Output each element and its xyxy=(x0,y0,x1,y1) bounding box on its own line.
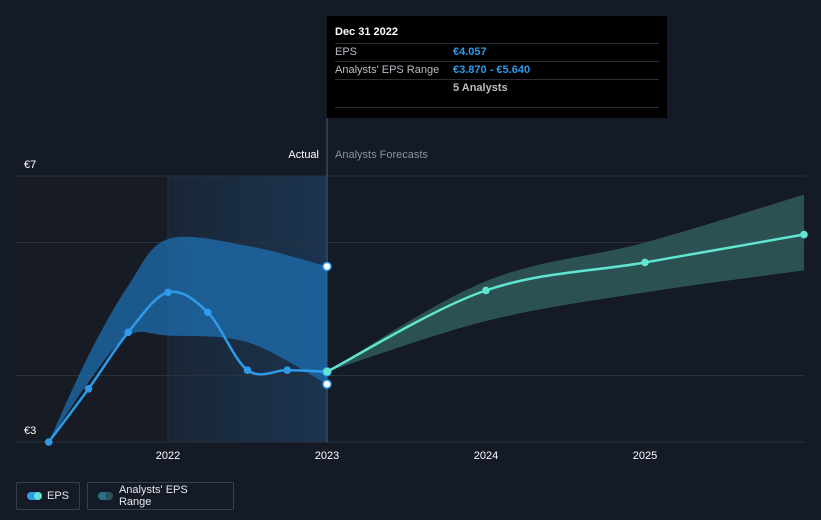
data-point xyxy=(800,230,808,239)
tooltip-analysts-value: 5 Analysts xyxy=(453,82,508,94)
range-area-forecast xyxy=(327,194,804,372)
data-point xyxy=(124,328,133,337)
eps-swatch-icon xyxy=(27,492,42,500)
tooltip-analysts-label xyxy=(335,80,453,107)
tooltip-date: Dec 31 2022 xyxy=(335,26,398,38)
y-tick-label: €3 xyxy=(24,425,36,437)
range-point xyxy=(322,261,332,272)
tooltip: Dec 31 2022 EPS €4.057 Analysts' EPS Ran… xyxy=(327,16,667,118)
data-point xyxy=(164,288,172,297)
range-point xyxy=(322,379,332,389)
tooltip-eps-label: EPS xyxy=(335,46,358,58)
data-point xyxy=(203,308,212,317)
range-area-actual xyxy=(48,236,327,442)
x-tick-label: 2025 xyxy=(633,450,657,462)
data-point xyxy=(482,286,490,295)
tooltip-range-label: Analysts' EPS Range xyxy=(335,64,440,76)
data-point xyxy=(641,258,649,267)
tooltip-eps-value: €4.057 xyxy=(453,46,487,58)
actual-label: Actual xyxy=(288,149,319,161)
legend-eps-label: EPS xyxy=(46,490,69,502)
tooltip-range-value: €3.870 - €5.640 xyxy=(453,64,531,76)
data-point xyxy=(44,438,53,446)
y-tick-label: €7 xyxy=(24,159,36,171)
data-point xyxy=(323,367,331,376)
tooltip-row-eps: EPS €4.057 xyxy=(335,43,659,61)
series-line-1 xyxy=(326,233,805,373)
tooltip-row-range: Analysts' EPS Range €3.870 - €5.640 xyxy=(335,61,659,79)
data-point xyxy=(84,385,93,393)
data-point xyxy=(283,366,292,374)
legend-eps-button[interactable]: EPS xyxy=(16,482,80,510)
range-swatch-icon xyxy=(98,492,113,500)
legend-range-label: Analysts' EPS Range xyxy=(118,484,188,508)
x-tick-label: 2024 xyxy=(474,450,498,462)
forecast-label: Analysts Forecasts xyxy=(335,149,428,161)
data-point xyxy=(243,366,252,374)
x-tick-label: 2023 xyxy=(315,450,339,462)
x-tick-label: 2022 xyxy=(156,450,180,462)
legend-range-button[interactable]: Analysts' EPS Range xyxy=(87,482,234,510)
tooltip-row-analysts: 5 Analysts xyxy=(335,79,659,108)
